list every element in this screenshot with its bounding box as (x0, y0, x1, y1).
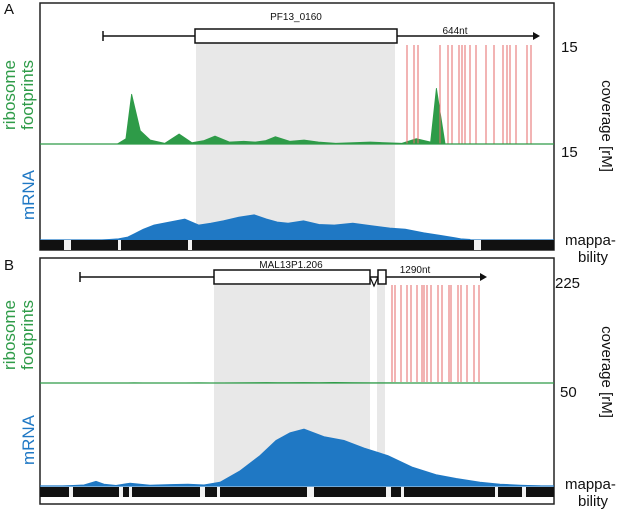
panel-a-mrna-scale: 15 (561, 144, 578, 161)
panel-b-mappability-gap-7 (386, 487, 391, 497)
panel-a-axis-title: coverage [rM] (598, 80, 615, 172)
panel-b-mappability-gap-2 (119, 487, 123, 497)
panel-b-mrna-label: mRNA (19, 414, 38, 465)
panel-b-gene-arrow (480, 273, 487, 281)
panel-a-ribosome-coverage (100, 87, 446, 145)
panel-a-red-lines (406, 45, 532, 144)
panel-a-mrna-label: mRNA (19, 169, 38, 220)
panel-label-b: B (4, 257, 14, 274)
panel-a-mappability-gap-2 (118, 240, 121, 250)
panel-b-mappability-gaps (69, 487, 526, 497)
panel-b-utr-label: 1290nt (400, 265, 431, 276)
panel-a-gene-arrow (533, 32, 540, 40)
panel-b-mappability-gap-4 (200, 487, 205, 497)
panel-a-mappability-gap-1 (64, 240, 71, 250)
panel-a-ribosome-scale: 15 (561, 39, 578, 56)
panel-a-cds-box (194, 28, 398, 44)
panel-a-mappability-gap-4 (474, 240, 481, 250)
panel-b-ribosome-scale: 225 (555, 275, 580, 292)
panel-a-utr-label: 644nt (442, 26, 467, 37)
panel-a-mrna-series (99, 214, 471, 241)
panel-b-mappability-gap-8 (401, 487, 404, 497)
panel-a-ribosome-series (100, 87, 446, 145)
panel-b-frame (39, 257, 555, 505)
panel-a-ribosome-label-line1: ribosome (0, 60, 19, 130)
panel-a-mappability-gaps (64, 240, 481, 250)
panel-a-mappability-gap-3 (188, 240, 192, 250)
panel-b-axis-title: coverage [rM] (598, 326, 615, 418)
panel-label-a: A (4, 1, 14, 18)
panel-b-exon-2 (377, 269, 387, 285)
panel-b-mappability-gap-9 (495, 487, 498, 497)
panel-b-mrna-scale: 50 (560, 384, 577, 401)
panel-b-gene-name: MAL13P1.206 (259, 260, 323, 271)
panel-b-mrna-series (59, 428, 541, 487)
panel-b-mappability-gap-5 (217, 487, 220, 497)
panel-a-mappability-label-line1: mappa- (565, 232, 616, 249)
panel-b-ribosome-label-line2: footprints (18, 300, 37, 370)
panel-b-intron (369, 276, 379, 288)
panel-a-mrna-coverage (99, 214, 471, 241)
panel-a-mappability-track (40, 240, 554, 250)
panel-b-mappability-gap-6 (307, 487, 314, 497)
panel-b-red-lines (391, 285, 480, 382)
panel-b-mappability-gap-1 (69, 487, 73, 497)
panel-a-cds-shading (196, 31, 395, 240)
panel-a-mappability-label-line2: bility (578, 249, 609, 266)
panel-b-ribosome-label-line1: ribosome (0, 300, 19, 370)
panel-b-mappability-gap-10 (522, 487, 526, 497)
panel-b-mappability-track (40, 487, 554, 497)
panel-b-mappability-gap-3 (129, 487, 132, 497)
panel-b-cds-shading-exon2 (377, 285, 385, 486)
panel-a-gene-name: PF13_0160 (270, 12, 322, 23)
panel-b-mappability-label-line1: mappa- (565, 476, 616, 493)
panel-b-mappability-label-line2: bility (578, 493, 609, 510)
panel-a-ribosome-label-line2: footprints (18, 60, 37, 130)
panel-b-mrna-coverage (59, 428, 541, 487)
panel-b-cds-box (213, 269, 371, 285)
